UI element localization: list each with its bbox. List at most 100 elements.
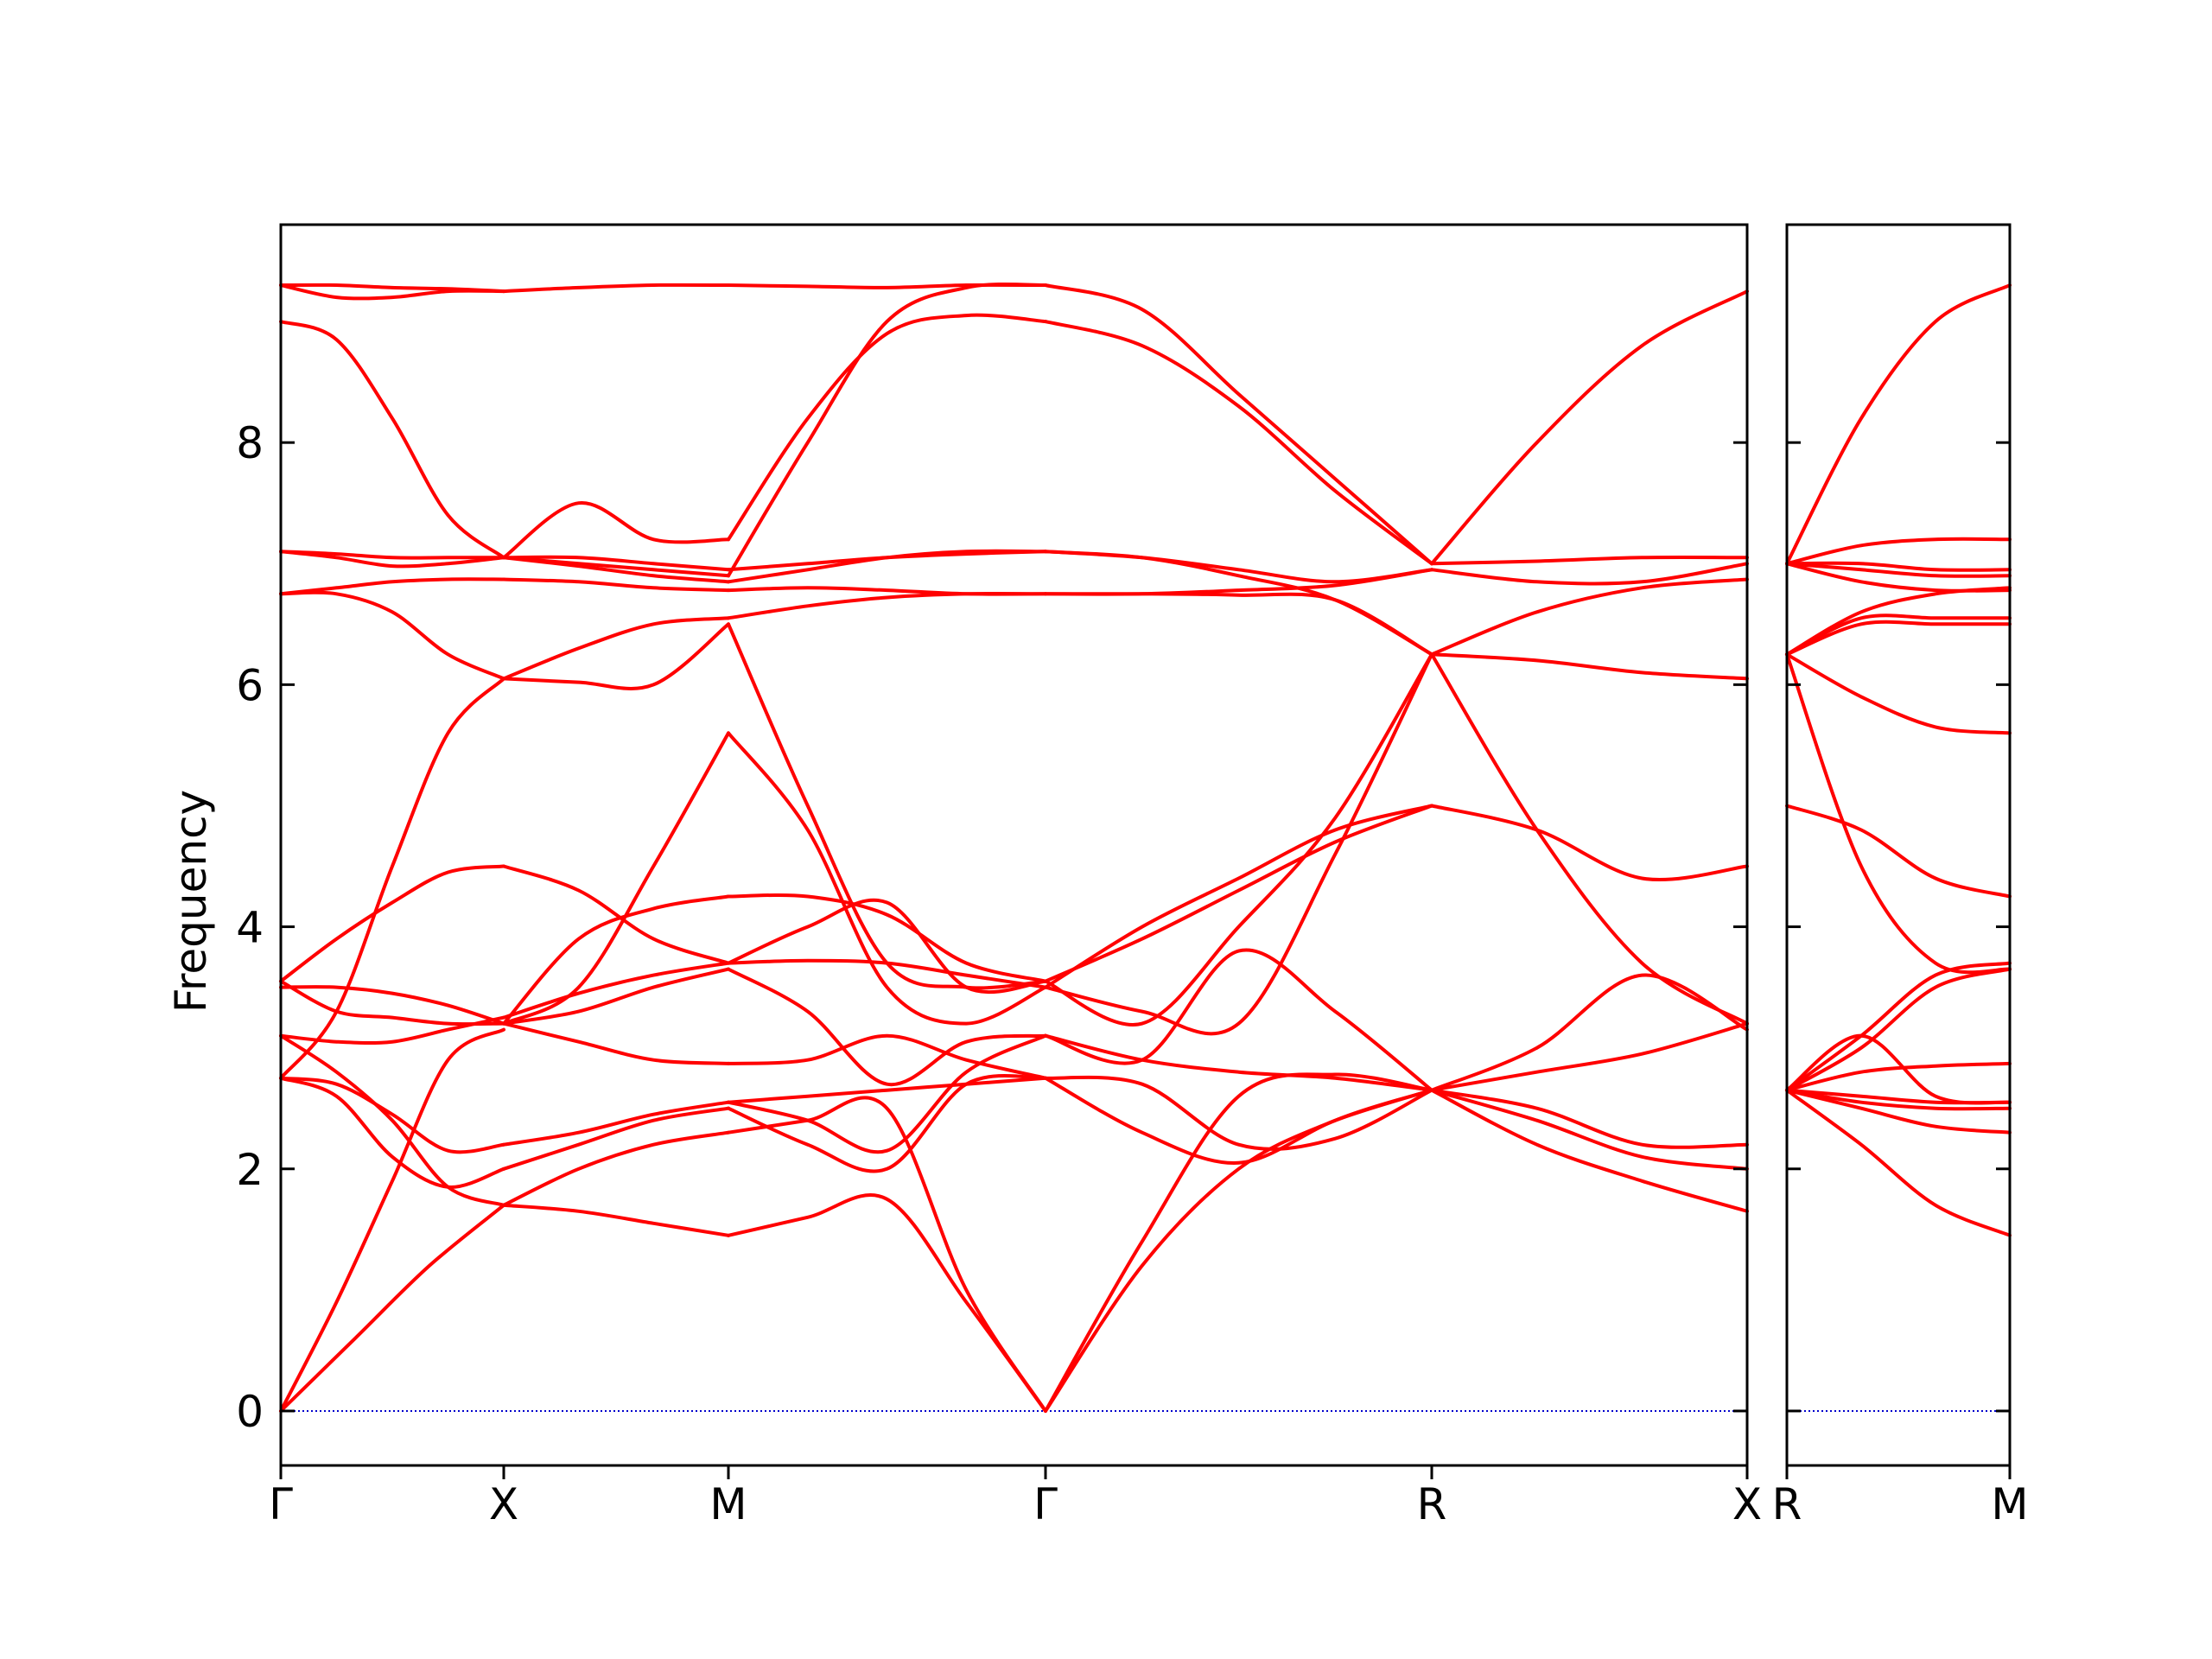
band-line xyxy=(1430,1088,1749,1213)
band-line xyxy=(502,622,730,690)
band-line xyxy=(279,320,505,560)
band-line xyxy=(1785,561,2012,572)
band-line xyxy=(502,577,730,593)
band-line xyxy=(1430,652,1749,1026)
band-line xyxy=(502,1021,730,1065)
axes-frame xyxy=(279,223,1749,1467)
band-line xyxy=(727,283,1047,289)
band-line xyxy=(1785,1033,2012,1105)
band-line xyxy=(1430,652,1749,681)
band-line xyxy=(727,586,1047,596)
x-tick-label: M xyxy=(1991,1479,2028,1529)
band-line xyxy=(1785,1088,2012,1237)
band-line xyxy=(502,501,730,560)
band-line xyxy=(502,894,730,1026)
band-line xyxy=(727,591,1047,620)
band-line xyxy=(502,967,730,1026)
band-line xyxy=(727,282,1047,578)
band-line xyxy=(727,1074,1047,1173)
band-line xyxy=(727,313,1047,542)
band-line xyxy=(1044,320,1433,566)
band-line xyxy=(727,1096,1047,1413)
band-line xyxy=(502,555,730,572)
band-line xyxy=(1044,948,1433,1092)
band-line xyxy=(1044,652,1433,1027)
band-line xyxy=(1044,283,1433,566)
band-line xyxy=(502,1100,730,1147)
band-line xyxy=(727,731,1047,1026)
band-line xyxy=(502,283,730,294)
band-line xyxy=(279,864,505,983)
band-line xyxy=(1785,967,2012,1092)
band-lines-layer xyxy=(279,282,2012,1413)
band-line xyxy=(1044,1033,1433,1092)
x-tick-label: X xyxy=(1732,1479,1762,1529)
band-line xyxy=(279,677,505,1080)
band-line xyxy=(279,283,505,294)
band-line xyxy=(279,979,505,1027)
x-tick-label: R xyxy=(1417,1479,1447,1529)
band-line xyxy=(727,898,1047,995)
band-line xyxy=(1044,592,1433,657)
band-line xyxy=(279,1203,505,1413)
band-line xyxy=(502,731,730,1026)
band-line xyxy=(1785,804,2012,899)
band-line xyxy=(1044,568,1433,596)
band-line xyxy=(502,1130,730,1207)
band-line xyxy=(279,550,505,569)
band-line xyxy=(1785,961,2012,1092)
band-line xyxy=(1430,555,1749,566)
y-axis-label: Frequency xyxy=(166,790,216,1013)
band-line xyxy=(1430,1088,1749,1149)
band-line xyxy=(279,550,505,560)
band-line xyxy=(1044,1076,1433,1165)
band-line xyxy=(1430,1088,1749,1171)
band-line xyxy=(1785,652,2012,735)
band-line xyxy=(279,590,505,681)
band-line xyxy=(727,1193,1047,1413)
x-tick-label: M xyxy=(709,1479,747,1529)
band-line xyxy=(279,1027,505,1413)
band-line xyxy=(727,1076,1047,1104)
x-tick-label: Γ xyxy=(269,1479,293,1529)
band-line xyxy=(1044,1075,1433,1151)
y-tick-label: 8 xyxy=(236,418,264,468)
band-line xyxy=(279,577,505,596)
band-line xyxy=(1785,620,2012,657)
band-line xyxy=(1785,652,2012,975)
band-line xyxy=(1430,804,1749,882)
band-line xyxy=(727,967,1047,1087)
y-tick-label: 4 xyxy=(236,903,264,953)
band-line xyxy=(1785,1088,2012,1111)
band-line xyxy=(502,864,730,965)
band-line xyxy=(502,556,730,578)
band-line xyxy=(279,1033,505,1207)
axes-frames-layer xyxy=(279,223,2012,1479)
band-line xyxy=(1044,804,1433,989)
y-tick-label: 2 xyxy=(236,1145,264,1195)
band-line xyxy=(279,985,505,1026)
band-line xyxy=(1044,804,1433,983)
x-tick-label: X xyxy=(489,1479,518,1529)
x-tick-label: Γ xyxy=(1033,1479,1058,1529)
band-line xyxy=(1044,1088,1433,1413)
band-line xyxy=(727,622,1047,990)
band-line xyxy=(727,1033,1047,1080)
band-line xyxy=(1430,973,1749,1092)
y-tick-label: 0 xyxy=(236,1387,264,1437)
band-line xyxy=(1430,562,1749,586)
band-line xyxy=(502,616,730,681)
band-line xyxy=(1785,562,2012,593)
band-line xyxy=(502,961,730,1020)
band-line xyxy=(502,1106,730,1171)
band-line xyxy=(1430,577,1749,657)
axes-frame xyxy=(1785,223,2012,1467)
band-line xyxy=(279,1076,505,1189)
band-line xyxy=(1430,1021,1749,1092)
y-tick-label: 6 xyxy=(236,660,264,710)
band-line xyxy=(279,1015,505,1046)
band-line xyxy=(1044,550,1433,657)
band-line xyxy=(727,893,1047,983)
band-line xyxy=(279,1076,505,1154)
